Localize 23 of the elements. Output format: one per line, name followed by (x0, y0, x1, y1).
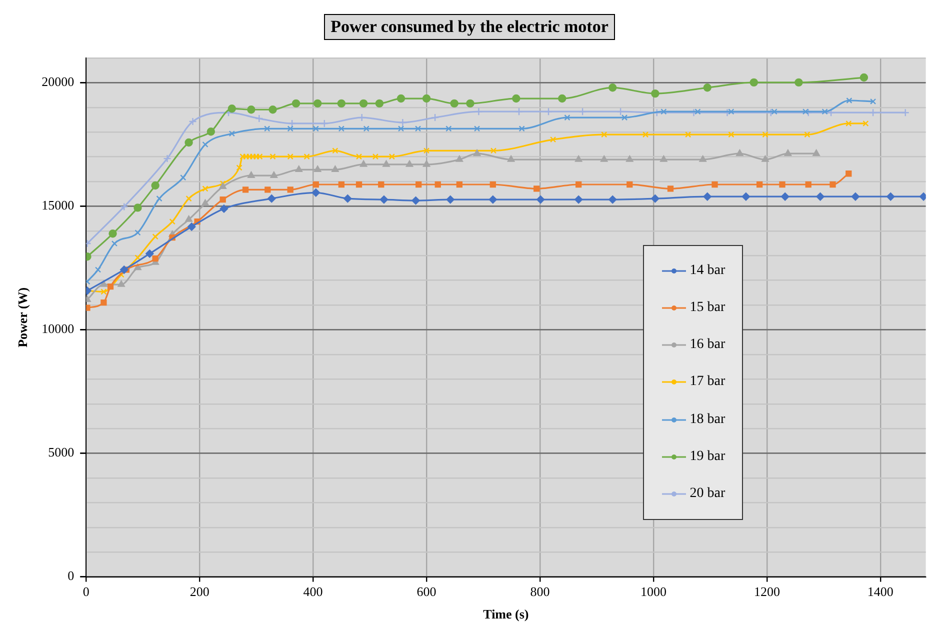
y-tick-label: 0 (68, 568, 74, 584)
legend-label: 14 bar (690, 262, 726, 279)
x-axis-title: Time (s) (483, 606, 529, 622)
legend-label: 20 bar (690, 486, 726, 502)
y-tick-label: 20000 (42, 74, 74, 90)
x-tick-label: 1400 (867, 584, 894, 600)
y-tick-label: 10000 (42, 321, 74, 336)
x-tick-label: 0 (82, 584, 90, 600)
x-tick-label: 1000 (640, 584, 666, 600)
chart-title: Power consumed by the electric motor (324, 14, 616, 40)
legend-label: 17 bar (690, 374, 726, 390)
x-tick-label: 1200 (754, 584, 780, 600)
x-tick-label: 400 (303, 584, 323, 600)
x-tick-label: 200 (190, 584, 210, 600)
y-tick-label: 5000 (48, 444, 74, 460)
x-tick-label: 600 (416, 584, 436, 600)
y-axis-title: Power (W) (15, 287, 30, 348)
legend-label: 19 bar (690, 448, 726, 465)
legend-label: 16 bar (690, 337, 726, 354)
x-tick-label: 800 (530, 584, 550, 600)
legend-label: 18 bar (690, 412, 726, 428)
legend-label: 15 bar (690, 300, 726, 316)
y-tick-label: 15000 (42, 198, 74, 213)
